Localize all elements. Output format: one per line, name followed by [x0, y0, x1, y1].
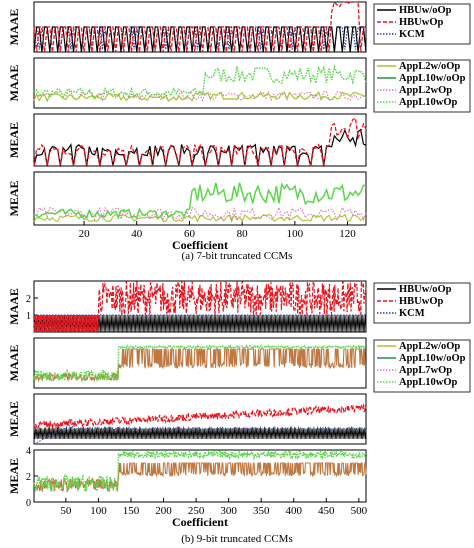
xtick-label-b4: 250	[188, 505, 205, 517]
legend-label-a1: KCM	[399, 29, 425, 40]
legend-label-a2: AppL2w/oOp	[399, 61, 460, 72]
plot-frame-a2	[33, 57, 367, 109]
legend-label-b2: AppL7wOp	[399, 365, 452, 376]
ylabel-b1: MAAE	[7, 288, 21, 325]
series-hbuwop-b3	[33, 403, 367, 431]
series-hbuwoop-a1	[33, 26, 367, 53]
ylabel-a3: MEAE	[7, 122, 21, 158]
ytick-label-b1: 1	[26, 311, 31, 322]
series-appl10wop-b4	[33, 448, 367, 494]
ylabel-b3: MEAE	[7, 401, 21, 437]
series-appl2woop-a4	[33, 213, 367, 223]
ylabel-b4: MEAE	[7, 458, 21, 494]
legend-label-b2: AppL10w/oOp	[399, 353, 466, 364]
ytick-label-b4: 4	[26, 446, 31, 457]
legend-label-a2: AppL10w/oOp	[399, 73, 466, 84]
legend-label-b1: HBUwOp	[399, 296, 444, 307]
legend-label-b2: AppL10wOp	[399, 377, 458, 388]
series-kcm-b3	[33, 423, 366, 445]
series-appl10wop-a4	[33, 182, 367, 220]
legend-label-a1: HBUwOp	[399, 17, 444, 28]
series-appl2woop-a2	[33, 90, 367, 103]
caption-a: (a) 7-bit truncated CCMs	[181, 250, 293, 262]
ylabel-a2: MAAE	[7, 65, 21, 102]
legend-label-b1: KCM	[399, 308, 425, 319]
xtick-label-a4: 120	[339, 228, 356, 240]
plot-frame-b4	[33, 449, 367, 503]
xlabel-b4: Coefficient	[172, 515, 228, 529]
series-hbuwop-a1	[33, 0, 366, 53]
series-hbuwop-a3	[33, 117, 367, 167]
ytick-label-b4: 0	[26, 498, 31, 509]
legend-label-b2: AppL2w/oOp	[399, 341, 460, 352]
series-appl2wop-a2	[33, 90, 367, 102]
xtick-label-b4: 400	[285, 505, 302, 517]
caption-b: (b) 9-bit truncated CCMs	[181, 533, 293, 545]
xlabel-a4: Coefficient	[172, 238, 228, 252]
plot-frame-b2	[33, 337, 367, 389]
legend-label-a2: AppL2wOp	[399, 85, 452, 96]
xtick-label-b4: 150	[123, 505, 140, 517]
xtick-label-b4: 500	[351, 505, 368, 517]
legend-label-a1: HBUw/oOp	[399, 5, 452, 16]
legend-label-a2: AppL10wOp	[399, 97, 458, 108]
ytick-label-b4: 2	[26, 472, 31, 483]
ylabel-a1: MAAE	[7, 9, 21, 46]
xtick-label-a4: 100	[287, 228, 304, 240]
series-appl10wop-a2	[33, 64, 367, 100]
series-hbuwop-b1	[33, 279, 367, 333]
legend-label-b1: HBUw/oOp	[399, 284, 452, 295]
xtick-label-b4: 300	[220, 505, 237, 517]
series-appl10wop-b2	[33, 344, 367, 383]
xtick-label-b4: 350	[253, 505, 270, 517]
xtick-label-a4: 20	[79, 228, 91, 240]
series-hbuwoop-b3	[33, 426, 367, 440]
xtick-label-a4: 40	[131, 228, 143, 240]
plot-frame-a3	[33, 113, 367, 167]
xtick-label-a4: 60	[184, 228, 196, 240]
xtick-label-b4: 50	[60, 505, 72, 517]
xtick-label-a4: 80	[237, 228, 249, 240]
ylabel-a4: MEAE	[7, 181, 21, 217]
ylabel-b2: MAAE	[7, 345, 21, 382]
series-appl2wop-a4	[33, 206, 367, 222]
xtick-label-b4: 200	[155, 505, 172, 517]
ytick-label-b1: 2	[26, 294, 31, 305]
xtick-label-b4: 450	[318, 505, 335, 517]
legend-box-a2	[373, 59, 471, 113]
legend-box-b2	[373, 339, 471, 393]
xtick-label-b4: 100	[90, 505, 107, 517]
